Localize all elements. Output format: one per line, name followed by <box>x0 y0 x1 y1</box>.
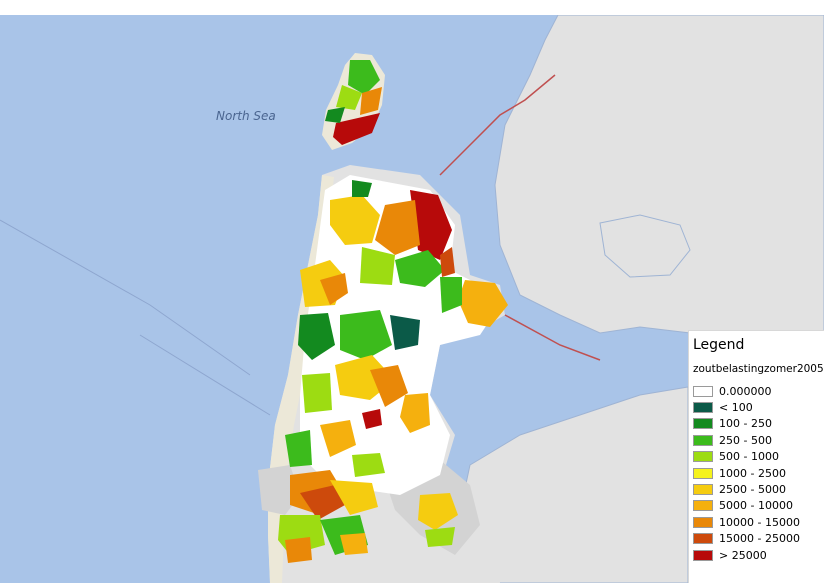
legend-label: < 100 <box>719 401 753 415</box>
legend-layer-name: zoutbelastingzomer2005 <box>693 363 824 375</box>
legend-label: 10000 - 15000 <box>719 515 800 529</box>
legend-label: > 25000 <box>719 548 767 562</box>
legend-swatch <box>693 549 713 561</box>
legend-item: 100 - 250 <box>693 416 824 432</box>
map-canvas[interactable] <box>0 15 824 583</box>
legend-item: 10000 - 15000 <box>693 514 824 530</box>
legend-title: Legend <box>693 337 745 353</box>
legend-swatch <box>693 484 713 496</box>
legend-panel: Legend zoutbelastingzomer2005 0.000000 <… <box>688 330 824 583</box>
legend-item: 0.000000 <box>693 383 824 399</box>
legend-label: 1000 - 2500 <box>719 466 786 480</box>
shipping-lane-1 <box>0 219 251 376</box>
mainland-friesland <box>494 15 824 346</box>
legend-item: > 25000 <box>693 547 824 563</box>
legend-label: 250 - 500 <box>719 433 772 447</box>
legend-swatch <box>693 402 713 414</box>
legend-item: 500 - 1000 <box>693 449 824 465</box>
legend-item: 5000 - 10000 <box>693 498 824 514</box>
shipping-lane-2 <box>139 334 271 416</box>
legend-swatch <box>693 385 713 397</box>
island-east <box>599 214 691 278</box>
legend-swatch <box>693 418 713 430</box>
legend-swatch <box>693 451 713 463</box>
sea-label: North Sea <box>216 109 276 123</box>
legend-label: 2500 - 5000 <box>719 483 786 497</box>
legend-label: 5000 - 10000 <box>719 499 793 513</box>
legend-item: 250 - 500 <box>693 432 824 448</box>
map-view[interactable]: North Sea <box>0 15 824 583</box>
legend-label: 0.000000 <box>719 384 772 398</box>
legend-swatch <box>693 516 713 528</box>
legend-item: 15000 - 25000 <box>693 531 824 547</box>
legend-item: 2500 - 5000 <box>693 481 824 497</box>
salt-load-overlay <box>278 60 508 563</box>
legend-label: 500 - 1000 <box>719 450 779 464</box>
highway-houtribdijk <box>504 314 601 361</box>
legend-swatch <box>693 467 713 479</box>
legend-swatch <box>693 434 713 446</box>
legend-items: 0.000000 < 100 100 - 250 250 - 500 500 -… <box>693 383 824 563</box>
legend-label: 100 - 250 <box>719 417 772 431</box>
legend-item: < 100 <box>693 399 824 415</box>
highway-afsluitdijk <box>439 74 556 176</box>
legend-swatch <box>693 500 713 512</box>
urban-haarlem <box>258 465 300 515</box>
legend-swatch <box>693 533 713 545</box>
legend-label: 15000 - 25000 <box>719 532 800 546</box>
legend-item: 1000 - 2500 <box>693 465 824 481</box>
